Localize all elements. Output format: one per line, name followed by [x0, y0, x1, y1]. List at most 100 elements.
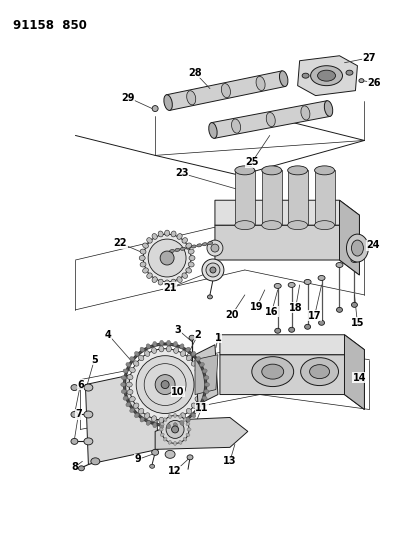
- Ellipse shape: [153, 423, 157, 427]
- Text: 91158  850: 91158 850: [13, 19, 87, 32]
- Ellipse shape: [262, 221, 282, 230]
- Ellipse shape: [319, 320, 325, 325]
- Ellipse shape: [160, 433, 164, 437]
- Ellipse shape: [180, 413, 186, 418]
- Ellipse shape: [164, 418, 167, 421]
- Ellipse shape: [204, 376, 209, 379]
- Ellipse shape: [168, 440, 171, 444]
- Ellipse shape: [351, 240, 363, 256]
- Ellipse shape: [191, 245, 196, 248]
- Ellipse shape: [208, 295, 212, 299]
- Ellipse shape: [196, 408, 201, 413]
- Ellipse shape: [288, 221, 308, 230]
- Ellipse shape: [164, 438, 167, 441]
- Ellipse shape: [359, 79, 364, 83]
- Ellipse shape: [302, 73, 309, 78]
- Ellipse shape: [288, 166, 308, 175]
- Ellipse shape: [71, 411, 78, 417]
- Ellipse shape: [199, 362, 204, 367]
- Ellipse shape: [139, 255, 145, 261]
- Text: 24: 24: [367, 240, 380, 250]
- Text: 26: 26: [368, 78, 381, 87]
- Polygon shape: [220, 335, 364, 369]
- Text: 11: 11: [195, 402, 209, 413]
- Ellipse shape: [78, 466, 84, 471]
- Ellipse shape: [324, 101, 333, 116]
- Ellipse shape: [196, 357, 201, 361]
- Text: 13: 13: [223, 456, 237, 466]
- Ellipse shape: [151, 416, 156, 422]
- Ellipse shape: [204, 383, 210, 386]
- Ellipse shape: [159, 346, 164, 352]
- Ellipse shape: [153, 342, 157, 346]
- Ellipse shape: [160, 251, 174, 265]
- Ellipse shape: [121, 376, 126, 379]
- Ellipse shape: [183, 438, 187, 441]
- Ellipse shape: [180, 247, 185, 251]
- Ellipse shape: [221, 84, 230, 98]
- Ellipse shape: [158, 231, 163, 237]
- Ellipse shape: [150, 464, 155, 469]
- Text: 6: 6: [77, 379, 84, 390]
- Ellipse shape: [148, 239, 186, 277]
- Text: 1: 1: [215, 333, 221, 343]
- Ellipse shape: [183, 418, 187, 421]
- Ellipse shape: [147, 238, 152, 243]
- Ellipse shape: [158, 279, 163, 285]
- Ellipse shape: [165, 230, 169, 236]
- Polygon shape: [235, 171, 255, 225]
- Text: 27: 27: [362, 53, 376, 63]
- Polygon shape: [212, 101, 330, 138]
- Ellipse shape: [127, 375, 133, 379]
- Text: 10: 10: [171, 386, 185, 397]
- Ellipse shape: [143, 234, 191, 282]
- Ellipse shape: [191, 361, 197, 366]
- Ellipse shape: [145, 351, 150, 357]
- Ellipse shape: [171, 231, 176, 237]
- Ellipse shape: [84, 411, 93, 418]
- Ellipse shape: [210, 267, 216, 273]
- Ellipse shape: [140, 262, 146, 267]
- Ellipse shape: [189, 335, 195, 340]
- Text: 14: 14: [353, 373, 366, 383]
- Ellipse shape: [180, 351, 186, 357]
- Ellipse shape: [182, 238, 188, 243]
- Ellipse shape: [235, 221, 255, 230]
- Ellipse shape: [202, 369, 207, 373]
- Ellipse shape: [186, 417, 190, 422]
- Ellipse shape: [166, 417, 171, 423]
- Ellipse shape: [123, 369, 128, 373]
- Ellipse shape: [145, 413, 150, 418]
- Ellipse shape: [318, 70, 336, 81]
- Ellipse shape: [191, 413, 196, 418]
- Ellipse shape: [187, 428, 191, 431]
- Text: 12: 12: [168, 466, 182, 477]
- Text: 5: 5: [91, 354, 98, 365]
- Ellipse shape: [129, 367, 135, 373]
- Ellipse shape: [177, 277, 182, 282]
- Ellipse shape: [166, 421, 184, 438]
- Ellipse shape: [143, 243, 149, 248]
- Ellipse shape: [346, 70, 353, 75]
- Ellipse shape: [204, 390, 209, 393]
- Ellipse shape: [207, 240, 223, 256]
- Ellipse shape: [174, 348, 179, 353]
- Polygon shape: [288, 171, 308, 225]
- Ellipse shape: [304, 279, 311, 285]
- Ellipse shape: [266, 112, 275, 127]
- Ellipse shape: [146, 421, 151, 425]
- Ellipse shape: [140, 249, 146, 254]
- Ellipse shape: [195, 367, 201, 373]
- Ellipse shape: [152, 106, 158, 111]
- Ellipse shape: [310, 66, 342, 86]
- Ellipse shape: [126, 362, 131, 367]
- Ellipse shape: [146, 344, 151, 349]
- Text: 8: 8: [71, 462, 78, 472]
- Ellipse shape: [126, 402, 131, 407]
- Ellipse shape: [252, 357, 294, 386]
- Ellipse shape: [197, 390, 203, 394]
- Ellipse shape: [159, 428, 163, 431]
- Text: 4: 4: [105, 330, 112, 340]
- Ellipse shape: [197, 244, 202, 247]
- Ellipse shape: [71, 385, 78, 391]
